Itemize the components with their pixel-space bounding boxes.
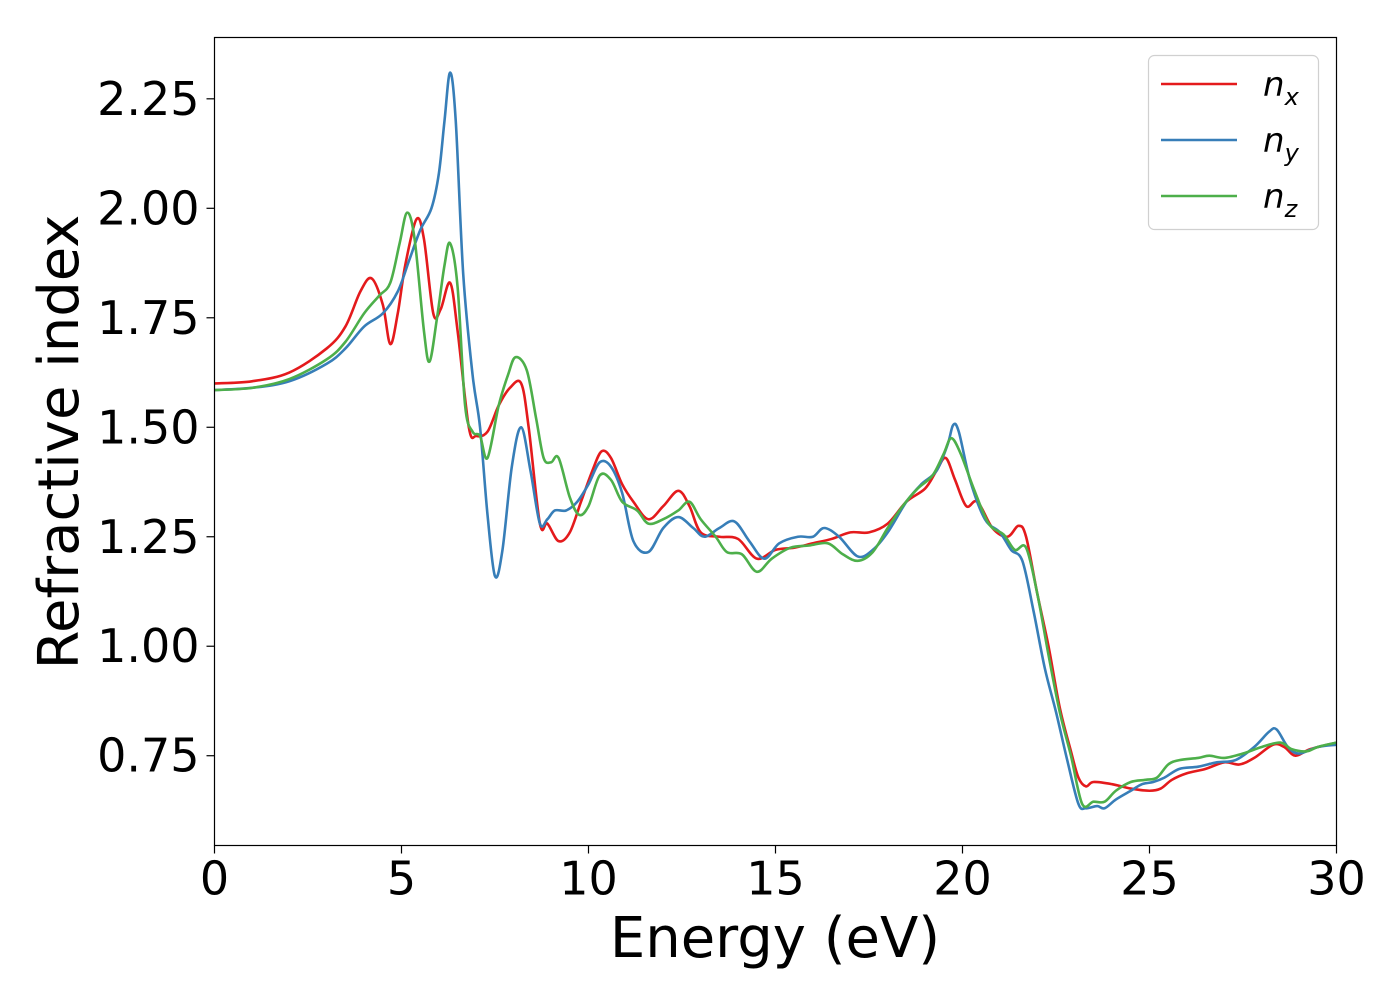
- x-tick-label: 10: [559, 852, 618, 906]
- y-tick-label: 0.75: [97, 729, 199, 783]
- series-lines: [214, 71, 1337, 811]
- x-tick-label: 0: [200, 852, 229, 906]
- legend-box: [1147, 54, 1320, 231]
- y-tick-label: 2.00: [97, 181, 199, 235]
- y-axis: 0.75 1.00 1.25 1.50 1.75 2.00 2.25: [97, 72, 215, 783]
- y-tick-label: 2.25: [97, 72, 199, 126]
- y-tick-label: 1.25: [97, 510, 199, 564]
- x-axis: 0 5 10 15 20 25 30: [200, 845, 1366, 906]
- x-tick-label: 25: [1120, 852, 1179, 906]
- y-tick-label: 1.50: [97, 400, 199, 454]
- y-tick-label: 1.75: [97, 291, 199, 345]
- y-axis-label: Refractive index: [27, 215, 92, 670]
- series-line-n-z: [214, 211, 1337, 809]
- x-axis-label: Energy (eV): [610, 906, 940, 971]
- series-line-n-y: [214, 71, 1337, 811]
- x-tick-label: 30: [1307, 852, 1366, 906]
- x-tick-label: 5: [387, 852, 416, 906]
- x-tick-label: 20: [933, 852, 992, 906]
- y-tick-label: 1.00: [97, 619, 199, 673]
- x-tick-label: 15: [746, 852, 805, 906]
